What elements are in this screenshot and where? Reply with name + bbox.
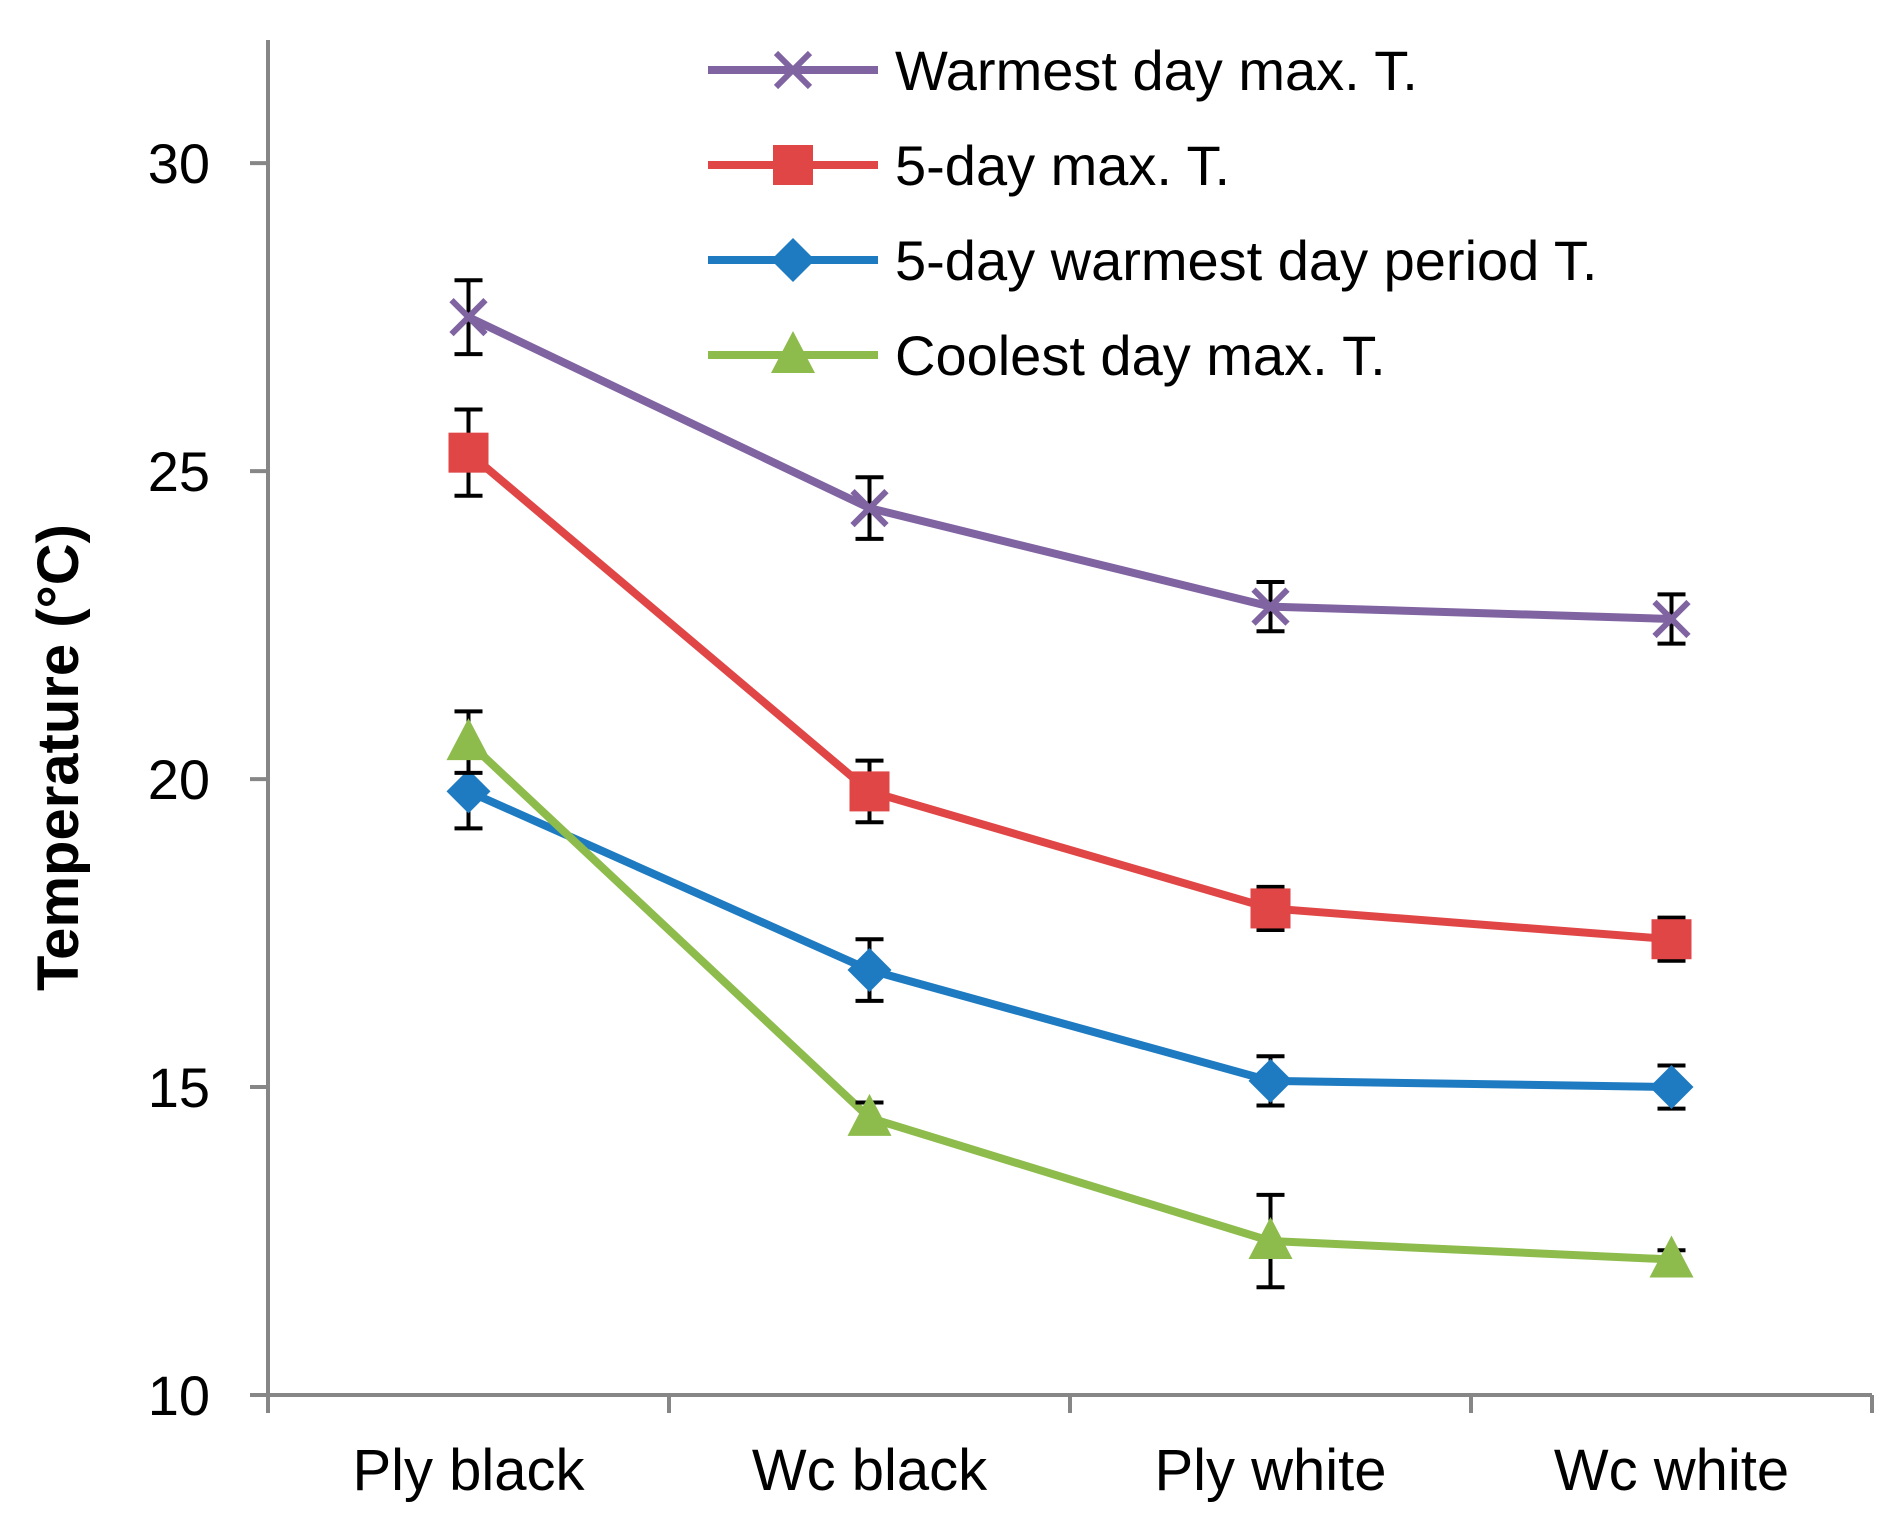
data-point <box>1248 1217 1293 1260</box>
y-tick-label: 20 <box>148 748 210 811</box>
data-point <box>1251 587 1290 626</box>
legend-label: 5-day max. T. <box>895 134 1230 197</box>
y-tick-label: 15 <box>148 1056 210 1119</box>
legend-marker <box>771 238 815 282</box>
y-axis-label: Temperature (°C) <box>26 524 91 991</box>
legend-label: Coolest day max. T. <box>895 324 1386 387</box>
data-point <box>446 769 491 814</box>
legend-entry: 5-day warmest day period T. <box>708 229 1597 292</box>
x-axis-ticks: Ply black Wc black Ply white Wc white <box>266 1395 1874 1503</box>
legend-marker <box>771 331 815 373</box>
series-4 <box>446 709 1694 1290</box>
x-tick-label: Wc white <box>1554 1438 1789 1503</box>
series-line <box>466 313 1672 623</box>
data-point <box>850 488 889 528</box>
data-point <box>1649 1235 1694 1278</box>
data-point <box>1651 919 1692 960</box>
x-tick-label: Wc black <box>752 1438 988 1503</box>
data-point <box>1248 1058 1293 1103</box>
data-point <box>849 771 890 812</box>
y-tick-label: 30 <box>148 132 210 195</box>
series-1 <box>449 278 1691 646</box>
legend-marker <box>773 145 813 185</box>
data-point <box>1250 888 1291 929</box>
series-line <box>465 739 1672 1264</box>
data-point <box>847 948 892 993</box>
series-line <box>465 449 1672 944</box>
data-point <box>1652 599 1691 639</box>
data-point <box>1649 1065 1694 1110</box>
series-layer <box>446 278 1694 1290</box>
y-tick-label: 10 <box>148 1364 210 1427</box>
legend-entry: 5-day max. T. <box>708 134 1230 197</box>
legend-label: 5-day warmest day period T. <box>895 229 1597 292</box>
data-point <box>448 432 489 473</box>
legend-marker <box>773 50 813 90</box>
legend-label: Warmest day max. T. <box>895 39 1418 102</box>
series-line <box>466 787 1672 1092</box>
y-axis-ticks: 10 15 20 25 30 <box>148 132 268 1427</box>
data-point <box>449 298 488 337</box>
y-tick-label: 25 <box>148 440 210 503</box>
x-tick-label: Ply black <box>352 1438 585 1503</box>
series-3 <box>446 752 1694 1111</box>
x-tick-label: Ply white <box>1154 1438 1386 1503</box>
legend-entry: Warmest day max. T. <box>708 39 1418 102</box>
data-point <box>446 718 491 761</box>
legend-entry: Coolest day max. T. <box>708 324 1386 387</box>
legend: Warmest day max. T. 5-day max. T. 5-day wa… <box>708 39 1597 387</box>
series-2 <box>448 407 1692 963</box>
data-point <box>847 1093 892 1136</box>
